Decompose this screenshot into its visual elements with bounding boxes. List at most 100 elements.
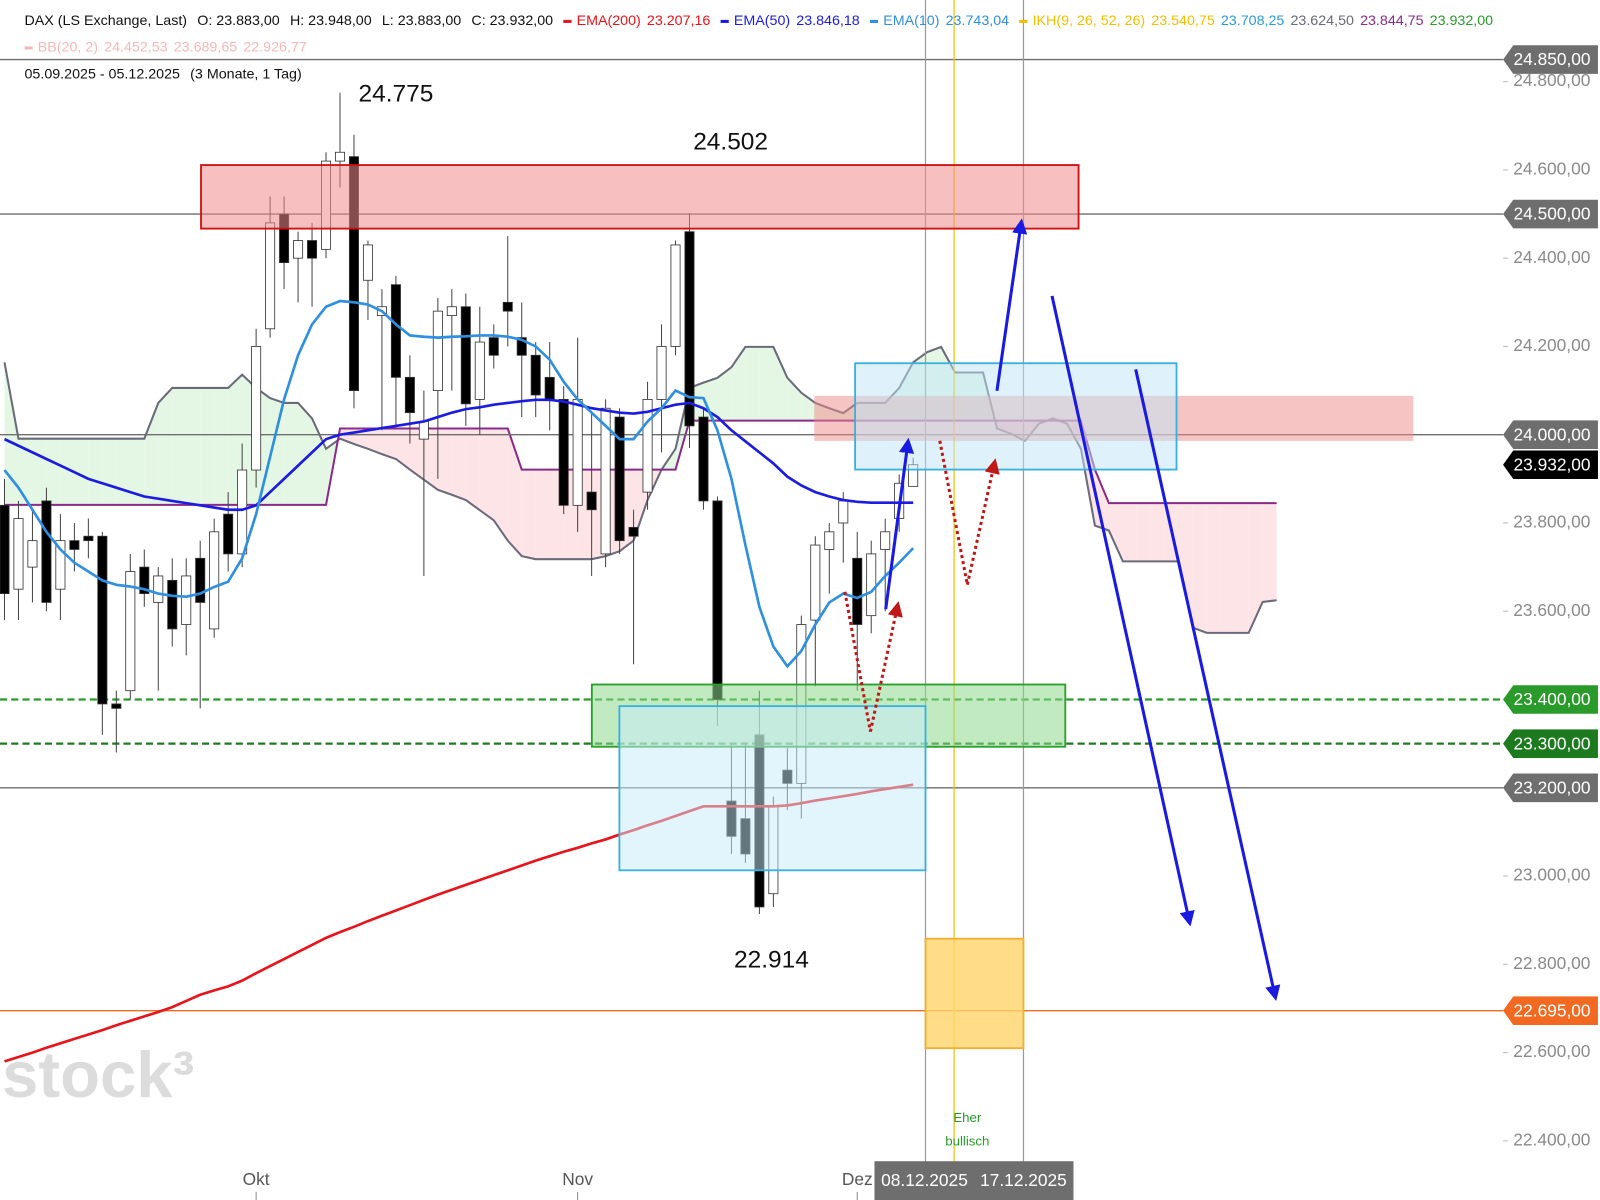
candle-body — [642, 399, 653, 493]
price-badge — [1503, 773, 1598, 803]
cloud-fill — [1206, 503, 1221, 633]
date-badge-label: 08.12.2025 — [881, 1170, 968, 1190]
candle-body — [614, 416, 625, 542]
candle-body — [362, 244, 373, 281]
cloud-fill — [1108, 503, 1123, 562]
candle-body — [27, 540, 38, 568]
price-badge-label: 23.200,00 — [1513, 777, 1590, 797]
zone — [618, 705, 927, 872]
y-tick-label: 23.800,00 — [1513, 512, 1590, 532]
legend-swatch — [720, 19, 729, 23]
candle-body — [838, 500, 849, 524]
candle-body — [125, 571, 136, 692]
zone — [200, 164, 1080, 230]
cloud-fill — [521, 469, 536, 560]
price-badge — [1503, 199, 1598, 229]
price-badge-label: 22.695,00 — [1513, 1000, 1590, 1020]
candle-body — [544, 376, 555, 400]
legend-value: 23.708,25 — [1221, 13, 1285, 29]
cloud-fill — [773, 346, 788, 421]
cloud-fill — [4, 362, 19, 505]
candle-body — [502, 301, 513, 312]
candle-body — [348, 156, 359, 391]
header-text: DAX (LS Exchange, Last) — [24, 13, 187, 29]
x-tick-label: Nov — [562, 1169, 593, 1189]
candle-body — [0, 504, 10, 595]
cloud-fill — [200, 387, 215, 505]
candle-body — [307, 240, 318, 259]
cloud-fill — [270, 398, 285, 505]
cloud-fill — [74, 438, 89, 505]
y-tick-label: 24.400,00 — [1513, 247, 1590, 267]
cloud-fill — [1192, 503, 1207, 633]
arrow — [884, 437, 915, 610]
plot-layer — [0, 92, 919, 1063]
price-badge — [1503, 685, 1598, 714]
legend-value: 23.624,50 — [1290, 13, 1354, 29]
cloud-fill — [172, 387, 187, 505]
cloud-fill — [381, 428, 396, 459]
candle-body — [111, 703, 122, 709]
date-badge-label: 17.12.2025 — [980, 1170, 1067, 1190]
cloud-fill — [158, 387, 173, 505]
price-badge — [1503, 450, 1598, 480]
legend-value: 23.932,00 — [1430, 13, 1494, 29]
candle-body — [13, 518, 24, 590]
legend-value: 22.926,77 — [243, 40, 307, 56]
candle-body — [852, 557, 863, 625]
cloud-fill — [130, 438, 145, 505]
cloud-fill — [1150, 503, 1165, 562]
y-tick-label: 22.400,00 — [1513, 1129, 1590, 1149]
legend-swatch — [1019, 19, 1028, 23]
candle-body — [195, 557, 206, 603]
header-text: L: 23.883,00 — [382, 13, 461, 29]
legend-value: 23.846,18 — [796, 13, 860, 29]
cloud-fill — [144, 402, 159, 505]
cloud-fill — [60, 438, 75, 505]
candle-body — [293, 240, 304, 259]
cloud-fill — [409, 428, 424, 480]
candle-body — [237, 469, 248, 555]
candle-body — [251, 346, 262, 471]
arrow — [995, 218, 1028, 392]
cloud-fill — [32, 438, 47, 505]
y-tick-label: 24.800,00 — [1513, 70, 1590, 90]
y-tick-label: 22.800,00 — [1513, 953, 1590, 973]
candle-body — [69, 540, 80, 550]
candle-body — [335, 151, 346, 162]
cloud-fill — [395, 428, 410, 470]
candle-body — [558, 399, 569, 506]
y-tick-label: 22.600,00 — [1513, 1041, 1590, 1061]
price-badge-label: 23.400,00 — [1513, 689, 1590, 709]
cloud-fill — [1178, 503, 1193, 628]
y-tick-label: 24.200,00 — [1513, 335, 1590, 355]
candle-body — [810, 544, 821, 621]
zone — [854, 362, 1178, 471]
cloud-fill — [437, 428, 452, 495]
cloud-fill — [423, 428, 438, 490]
candle-body — [418, 421, 429, 440]
header-text: 05.09.2025 - 05.12.2025 — [24, 66, 180, 82]
cloud-fill — [465, 428, 480, 511]
ema-line — [3, 299, 915, 669]
cloud-fill — [102, 438, 117, 505]
date-badge — [874, 1161, 1074, 1200]
candle-body — [153, 575, 164, 603]
candle-body — [474, 341, 485, 400]
header-text: (3 Monate, 1 Tag) — [190, 66, 302, 82]
candle-body — [670, 244, 681, 347]
cloud-fill — [1234, 503, 1249, 633]
candle-body — [83, 535, 94, 542]
legend-name: IKH(9, 26, 52, 26) — [1033, 13, 1146, 29]
x-tick-label: Okt — [243, 1169, 270, 1189]
candle-body — [139, 566, 150, 595]
candle-body — [209, 531, 220, 630]
price-badge-label: 23.932,00 — [1513, 454, 1590, 474]
cloud-fill — [535, 469, 550, 560]
price-annotation: 22.914 — [734, 947, 809, 974]
x-tick-label: Dez — [842, 1169, 873, 1189]
zone — [924, 937, 1025, 1050]
y-tick-label: 24.600,00 — [1513, 158, 1590, 178]
legend-value: 23.844,75 — [1360, 13, 1424, 29]
